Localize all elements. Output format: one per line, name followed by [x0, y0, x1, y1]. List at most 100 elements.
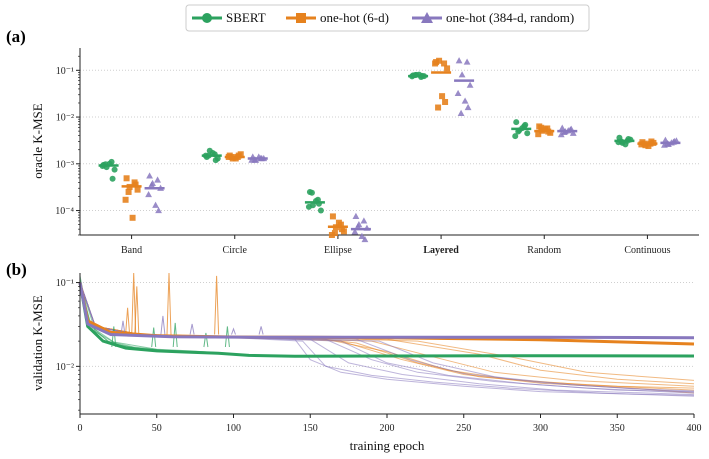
panel-a-y-tick-label: 10⁻² [56, 113, 74, 124]
onehot6-point [648, 138, 655, 145]
run-line [79, 282, 695, 387]
onehot6-point [436, 57, 443, 64]
panel-a-x-ticks: Band Circle Ellipse Layered Random Continuous [121, 235, 671, 256]
panel-b-gridlines [80, 282, 694, 367]
legend-frame [185, 4, 590, 32]
onehot6-point [338, 226, 345, 233]
panel-b: 10⁻² 10⁻¹ 0 50 100 150 200 250 300 350 400 valida… [30, 272, 702, 453]
onehot6-point [439, 93, 446, 100]
sbert-point [212, 157, 219, 164]
onehot6-point [535, 131, 542, 138]
panel-b-y-label: validation K-MSE [30, 295, 45, 391]
onehot384-point [155, 206, 162, 214]
onehot384-point [354, 223, 362, 230]
run-line [79, 286, 694, 357]
panel-a: 10⁻⁴ 10⁻³ 10⁻² 10⁻¹ Band Circle Ellipse Layere… [30, 48, 699, 256]
panel-a-y-tick-label: 10⁻⁴ [55, 206, 74, 217]
panel-b-x-tick-label: 50 [152, 423, 162, 434]
onehot6-point [123, 175, 130, 182]
onehot6-point [435, 104, 442, 111]
panel-b-y-tick-label: 10⁻¹ [56, 278, 74, 289]
panel-b-y-ticks: 10⁻² 10⁻¹ [56, 278, 80, 411]
panel-a-x-tick-label: Random [527, 245, 561, 256]
onehot6-point [122, 196, 129, 203]
onehot6-point [134, 186, 141, 193]
onehot384-point [463, 58, 471, 65]
panel-b-x-tick-label: 250 [456, 423, 471, 434]
spike-line [166, 272, 172, 335]
onehot384-point [351, 228, 359, 235]
panel-a-y-ticks: 10⁻⁴ 10⁻³ 10⁻² 10⁻¹ [55, 55, 80, 236]
panel-b-x-tick-label: 150 [303, 423, 318, 434]
panel-b-x-tick-label: 0 [78, 423, 83, 434]
onehot384-point [455, 57, 463, 64]
panel-a-y-tick-label: 10⁻¹ [56, 66, 74, 77]
spike-line [172, 322, 178, 348]
panel-a-x-tick-label: Circle [223, 245, 248, 256]
panel-a-x-tick-label: Ellipse [324, 245, 352, 256]
onehot6-point [538, 124, 545, 131]
panel-b-x-tick-label: 300 [533, 423, 548, 434]
sbert-point [109, 175, 116, 182]
panel-b-x-ticks: 0 50 100 150 200 250 300 350 400 [78, 414, 702, 434]
run-line [79, 282, 695, 393]
onehot6-point [432, 60, 439, 67]
spike-line [120, 320, 126, 335]
onehot6-point [329, 213, 336, 220]
spike-line [203, 332, 209, 348]
panel-b-x-tick-label: 200 [380, 423, 395, 434]
spike-line [224, 326, 230, 348]
panel-a-marks [98, 57, 681, 243]
spike-line [189, 323, 195, 335]
spike-line [258, 326, 264, 335]
onehot6-point [129, 214, 136, 221]
onehot384-point [464, 103, 472, 111]
run-line [79, 282, 695, 381]
onehot384-point [358, 232, 366, 240]
mean-line [78, 282, 695, 358]
sbert-point [524, 130, 531, 137]
panel-b-lines [78, 272, 695, 397]
onehot384-point [148, 181, 155, 188]
sbert-point [308, 189, 315, 196]
spike-line [160, 315, 166, 335]
onehot384-point [569, 129, 577, 136]
spike-line [134, 286, 140, 335]
panel-b-x-tick-label: 350 [610, 423, 625, 434]
panel-a-x-tick-label: Continuous [624, 245, 670, 256]
onehot384-point [360, 217, 368, 224]
legend-marker-onehot6 [296, 13, 306, 23]
spike-line [231, 327, 236, 335]
onehot384-point [154, 176, 161, 183]
onehot384-point [466, 81, 474, 88]
panel-label-b: (b) [6, 260, 27, 279]
sbert-point [305, 203, 312, 210]
onehot384-point [152, 201, 159, 208]
panel-b-x-tick-label: 100 [226, 423, 241, 434]
legend-marker-sbert [202, 13, 212, 23]
spike-line [131, 272, 137, 335]
sbert-point [111, 166, 118, 173]
onehot384-point [661, 141, 668, 148]
sbert-point [513, 119, 520, 126]
mean-line [78, 282, 695, 346]
sbert-point [317, 207, 324, 214]
onehot384-point [361, 235, 369, 243]
panel-b-x-label: training epoch [350, 438, 425, 453]
spike-line [151, 327, 157, 348]
onehot384-point [352, 212, 360, 219]
panel-b-x-tick-label: 400 [687, 423, 702, 434]
onehot384-point [454, 89, 462, 97]
spike-line [214, 275, 220, 335]
onehot6-point [441, 60, 448, 67]
onehot6-point [645, 143, 652, 150]
panel-label-a: (a) [6, 27, 26, 46]
panel-a-y-tick-label: 10⁻³ [56, 159, 74, 170]
onehot384-point [458, 71, 466, 78]
mean-line [78, 282, 695, 340]
panel-b-y-tick-label: 10⁻² [56, 362, 74, 373]
onehot384-point [457, 109, 465, 116]
spike-line [125, 307, 131, 335]
onehot6-point [442, 98, 449, 105]
